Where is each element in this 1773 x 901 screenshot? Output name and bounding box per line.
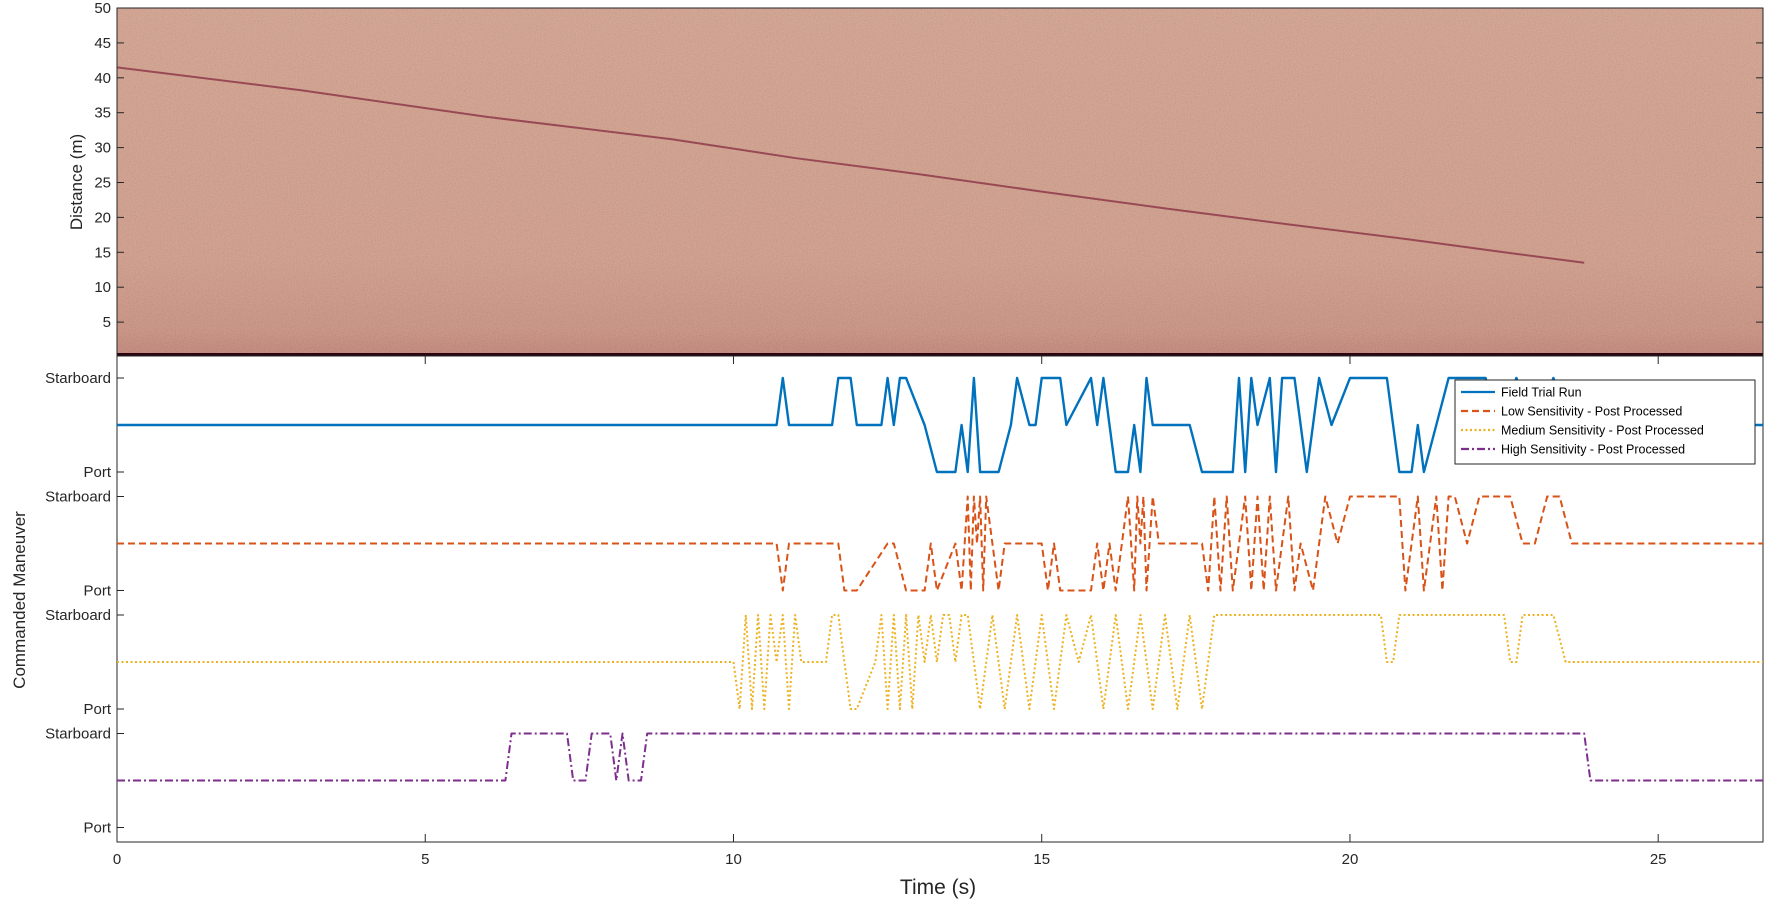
legend-label: Medium Sensitivity - Post Processed <box>1501 424 1704 438</box>
heatmap-ytick-label: 15 <box>94 244 111 261</box>
heatmap-ytick-label: 25 <box>94 175 111 192</box>
time-tick-label: 0 <box>113 851 121 868</box>
series-line-4 <box>117 732 1763 782</box>
heatmap-y-axis-label: Distance (m) <box>67 134 86 230</box>
legend: Field Trial Run Low Sensitivity - Post Pr… <box>1454 379 1756 465</box>
time-tick-label: 10 <box>725 851 742 868</box>
heatmap-noise <box>117 8 1763 357</box>
series-layer <box>117 376 1763 782</box>
series-line-3 <box>117 614 1763 710</box>
heatmap-ytick-label: 30 <box>94 140 111 157</box>
maneuver-level-axis: Starboard Port Starboard Port Starboard Port S… <box>45 370 124 837</box>
starboard-level-label: Starboard <box>45 489 111 506</box>
legend-label: High Sensitivity - Post Processed <box>1501 443 1685 457</box>
heatmap-ytick-label: 45 <box>94 35 111 52</box>
starboard-level-label: Starboard <box>45 370 111 387</box>
heatmap-ytick-label: 5 <box>103 314 111 331</box>
target-track-line <box>116 66 1585 264</box>
heatmap-ytick-label: 35 <box>94 105 111 122</box>
time-tick-label: 20 <box>1342 851 1359 868</box>
heatmap-ytick-label: 40 <box>94 70 111 87</box>
heatmap-ytick-label: 10 <box>94 279 111 296</box>
heatmap-ytick-label: 20 <box>94 209 111 226</box>
time-tick-label: 25 <box>1650 851 1667 868</box>
maneuver-y-axis-label: Commanded Maneuver <box>10 511 29 689</box>
maneuver-panel: Starboard Port Starboard Port Starboard Port S… <box>10 355 1764 899</box>
port-level-label: Port <box>83 583 111 600</box>
legend-label: Low Sensitivity - Post Processed <box>1501 405 1682 419</box>
port-level-label: Port <box>83 464 111 481</box>
heatmap-y-axis: 5 10 15 20 25 30 35 40 45 50 <box>94 0 1763 331</box>
heatmap-ytick-label: 50 <box>94 0 111 17</box>
time-tick-label: 15 <box>1033 851 1050 868</box>
time-tick-label: 5 <box>421 851 429 868</box>
series-line-1 <box>117 376 1763 474</box>
starboard-level-label: Starboard <box>45 607 111 624</box>
heatmap-panel: 5 10 15 20 25 30 35 40 45 50 Distance (m) <box>67 0 1764 358</box>
series-line-2 <box>117 495 1763 592</box>
port-level-label: Port <box>83 701 111 718</box>
port-level-label: Port <box>83 820 111 837</box>
starboard-level-label: Starboard <box>45 726 111 743</box>
legend-box <box>1454 379 1756 465</box>
time-axis: 0 5 10 15 20 25 <box>113 356 1667 868</box>
legend-label: Field Trial Run <box>1501 386 1582 400</box>
time-axis-label: Time (s) <box>900 876 976 899</box>
